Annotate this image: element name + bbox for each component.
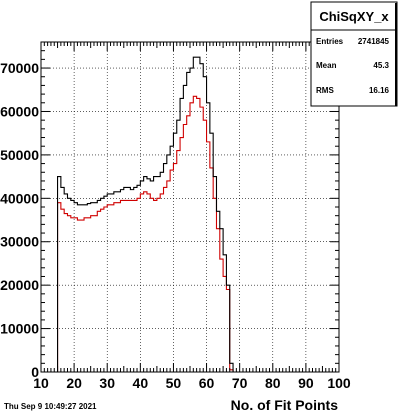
y-tick-label: 50000 <box>0 147 39 163</box>
timestamp-label: Thu Sep 9 10:49:27 2021 <box>4 402 97 411</box>
stats-entries-value: 2741845 <box>358 37 390 46</box>
stats-entries-label: Entries <box>316 37 344 46</box>
stats-box: ChiSqXY_x Entries 2741845 Mean 45.3 RMS … <box>310 1 398 107</box>
x-tick-label: 10 <box>33 375 49 391</box>
x-tick-label: 40 <box>133 375 149 391</box>
y-tick-label: 0 <box>31 364 39 380</box>
stats-mean-value: 45.3 <box>373 61 389 70</box>
stats-rms-value: 16.16 <box>369 86 390 95</box>
y-tick-label: 60000 <box>0 103 39 119</box>
y-tick-label: 30000 <box>0 234 39 250</box>
stats-rms-label: RMS <box>316 86 334 95</box>
x-tick-label: 30 <box>99 375 115 391</box>
x-tick-label: 20 <box>66 375 82 391</box>
y-tick-label: 10000 <box>0 321 39 337</box>
x-tick-label: 90 <box>298 375 314 391</box>
x-tick-label: 60 <box>199 375 215 391</box>
x-tick-label: 100 <box>327 375 351 391</box>
y-tick-label: 40000 <box>0 190 39 206</box>
x-axis-title: No. of Fit Points <box>231 397 339 413</box>
x-tick-label: 80 <box>265 375 281 391</box>
stats-box-frame <box>310 1 398 107</box>
y-tick-labels: 0 10000 20000 30000 40000 50000 60000 70000 <box>0 60 39 380</box>
axis-ticks <box>40 41 340 373</box>
x-tick-labels: 10 20 30 40 50 60 70 80 90 100 <box>33 375 351 391</box>
x-tick-label: 50 <box>166 375 182 391</box>
y-tick-label: 20000 <box>0 277 39 293</box>
y-tick-label: 70000 <box>0 60 39 76</box>
stats-mean-label: Mean <box>316 61 337 70</box>
x-tick-label: 70 <box>232 375 248 391</box>
stats-title: ChiSqXY_x <box>319 9 389 24</box>
